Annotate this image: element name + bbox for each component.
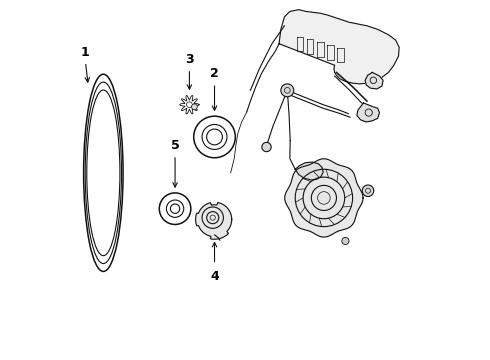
- Polygon shape: [295, 162, 323, 180]
- Circle shape: [362, 185, 374, 197]
- Text: 2: 2: [210, 67, 219, 80]
- Text: 5: 5: [171, 139, 179, 152]
- Polygon shape: [365, 72, 383, 89]
- Circle shape: [262, 142, 271, 152]
- Polygon shape: [357, 103, 379, 122]
- Text: 3: 3: [185, 53, 194, 66]
- Text: 4: 4: [210, 270, 219, 283]
- Polygon shape: [279, 10, 399, 84]
- Circle shape: [281, 84, 294, 97]
- Polygon shape: [285, 159, 363, 237]
- Circle shape: [342, 237, 349, 244]
- Circle shape: [192, 104, 197, 110]
- Polygon shape: [196, 203, 232, 239]
- Text: 1: 1: [81, 46, 90, 59]
